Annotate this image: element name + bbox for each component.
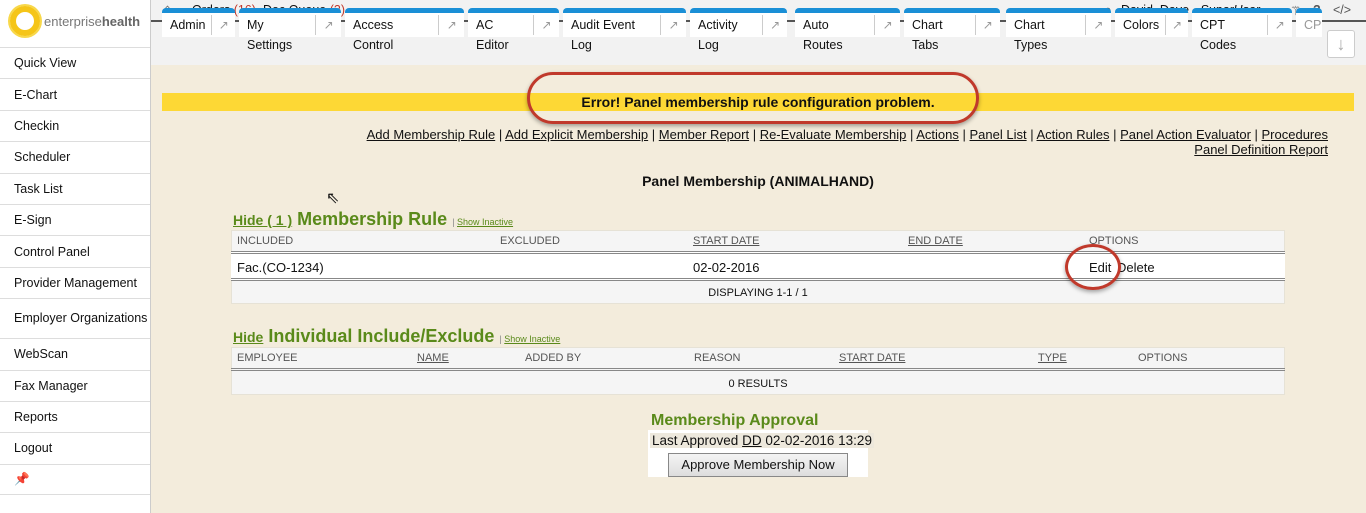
action-links: Add Membership Rule | Add Explicit Membe… xyxy=(366,127,1328,157)
col-added-by: ADDED BY xyxy=(525,352,582,364)
sidebar-item-control-panel[interactable]: Control Panel xyxy=(0,235,150,266)
action-rules-link[interactable]: Action Rules xyxy=(1036,127,1110,142)
open-icon[interactable]: ↗ xyxy=(770,18,781,32)
hide-rules-link[interactable]: Hide ( 1 ) xyxy=(233,212,293,228)
sidebar-item-employer-organizations[interactable]: Employer Organizations xyxy=(0,298,150,338)
open-icon[interactable]: ↗ xyxy=(668,18,679,32)
open-icon[interactable]: ↗ xyxy=(541,18,552,32)
actions-link[interactable]: Actions xyxy=(916,127,959,142)
col-type[interactable]: TYPE xyxy=(1038,352,1067,364)
col-employee: EMPLOYEE xyxy=(237,352,298,364)
cell-included: Fac.(CO-1234) xyxy=(237,260,324,275)
hide-individual-link[interactable]: Hide xyxy=(233,329,264,345)
open-icon[interactable]: ↗ xyxy=(982,18,993,32)
sidebar-item-reports[interactable]: Reports xyxy=(0,400,150,432)
col-options: OPTIONS xyxy=(1138,352,1188,364)
sidebar-item-quick-view[interactable]: Quick View xyxy=(0,47,150,78)
sidebar: enterprisehealth Quick View E-Chart Chec… xyxy=(0,0,151,513)
tab-admin[interactable]: Admin ↗ xyxy=(162,8,235,37)
open-icon[interactable]: ↗ xyxy=(1274,18,1285,32)
tab-cp-partial[interactable]: CP xyxy=(1296,8,1322,37)
delete-link[interactable]: Delete xyxy=(1117,260,1155,275)
logo[interactable]: enterprisehealth xyxy=(10,6,140,36)
col-excluded: EXCLUDED xyxy=(500,235,560,247)
membership-rule-header: Hide ( 1 ) Membership Rule | Show Inacti… xyxy=(233,209,514,229)
col-name[interactable]: NAME xyxy=(417,352,449,364)
sidebar-item-scheduler[interactable]: Scheduler xyxy=(0,141,150,172)
magic-wand-icon[interactable]: ⚚ xyxy=(1290,3,1301,18)
error-banner: Error! Panel membership rule configurati… xyxy=(162,93,1354,111)
brand-light: enterprise xyxy=(44,13,102,29)
member-report-link[interactable]: Member Report xyxy=(658,127,750,142)
open-icon[interactable]: ↗ xyxy=(218,18,229,32)
mouse-cursor-icon: ⇖ xyxy=(326,190,340,207)
sun-logo-icon xyxy=(10,6,40,36)
sidebar-item-provider-management[interactable]: Provider Management xyxy=(0,266,150,298)
tab-activity-log[interactable]: Activity Log ↗ xyxy=(690,8,787,52)
divider xyxy=(231,368,1285,371)
rules-footer: DISPLAYING 1-1 / 1 xyxy=(708,287,808,299)
show-inactive-link[interactable]: Show Inactive xyxy=(504,334,561,344)
col-included: INCLUDED xyxy=(237,235,294,247)
open-icon[interactable]: ↗ xyxy=(323,18,334,32)
tab-chart-tabs[interactable]: Chart Tabs ↗ xyxy=(904,8,1000,52)
tab-cpt-codes[interactable]: CPT Codes ↗ xyxy=(1192,8,1292,52)
tab-colors[interactable]: Colors ↗ xyxy=(1115,8,1188,37)
add-membership-rule-link[interactable]: Add Membership Rule xyxy=(366,127,496,142)
annotation-circle xyxy=(1065,244,1121,290)
col-start-date[interactable]: START DATE xyxy=(693,235,760,247)
sidebar-item-e-chart[interactable]: E-Chart xyxy=(0,78,150,109)
scroll-tabs-down-icon[interactable]: ↓ xyxy=(1327,30,1355,58)
page-title: Panel Membership (ANIMALHAND) xyxy=(642,173,874,189)
sidebar-item-webscan[interactable]: WebScan xyxy=(0,338,150,369)
show-inactive-link[interactable]: Show Inactive xyxy=(457,217,514,227)
approval-title: Membership Approval xyxy=(651,412,819,429)
individual-footer: 0 RESULTS xyxy=(728,378,788,390)
sidebar-item-logout[interactable]: Logout xyxy=(0,432,150,463)
section-title: Individual Include/Exclude xyxy=(268,326,495,346)
annotation-oval xyxy=(527,72,979,124)
col-reason: REASON xyxy=(694,352,741,364)
pin-icon[interactable]: 📌 xyxy=(0,463,150,496)
col-start-date[interactable]: START DATE xyxy=(839,352,906,364)
tab-access-control[interactable]: Access Control ↗ xyxy=(345,8,464,52)
panel-definition-report-link[interactable]: Panel Definition Report xyxy=(1194,142,1328,157)
sidebar-item-task-list[interactable]: Task List xyxy=(0,172,150,204)
open-icon[interactable]: ↗ xyxy=(1093,18,1104,32)
brand-bold: health xyxy=(101,13,141,29)
open-icon[interactable]: ↗ xyxy=(882,18,893,32)
col-end-date[interactable]: END DATE xyxy=(908,235,963,247)
individual-header: Hide Individual Include/Exclude | Show I… xyxy=(233,326,561,346)
approve-membership-button[interactable]: Approve Membership Now xyxy=(668,453,848,477)
re-evaluate-membership-link[interactable]: Re-Evaluate Membership xyxy=(759,127,907,142)
approver-link[interactable]: DD xyxy=(742,433,762,448)
code-icon[interactable]: </> xyxy=(1333,3,1352,17)
cell-start-date: 02-02-2016 xyxy=(693,260,760,275)
tab-auto-routes[interactable]: Auto Routes ↗ xyxy=(795,8,900,52)
tab-my-settings[interactable]: My Settings ↗ xyxy=(239,8,341,52)
panel-action-evaluator-link[interactable]: Panel Action Evaluator xyxy=(1120,127,1251,142)
last-approved: Last Approved DD 02-02-2016 13:29 xyxy=(650,433,874,448)
panel-list-link[interactable]: Panel List xyxy=(969,127,1027,142)
sidebar-item-checkin[interactable]: Checkin xyxy=(0,109,150,141)
col-options: OPTIONS xyxy=(1089,235,1139,247)
tab-audit-event-log[interactable]: Audit Event Log ↗ xyxy=(563,8,686,52)
tab-ac-editor[interactable]: AC Editor ↗ xyxy=(468,8,559,52)
section-title: Membership Rule xyxy=(297,209,448,229)
sidebar-item-fax-manager[interactable]: Fax Manager xyxy=(0,369,150,401)
open-icon[interactable]: ↗ xyxy=(446,18,457,32)
add-explicit-membership-link[interactable]: Add Explicit Membership xyxy=(505,127,649,142)
tab-chart-types[interactable]: Chart Types ↗ xyxy=(1006,8,1111,52)
sidebar-item-e-sign[interactable]: E-Sign xyxy=(0,203,150,235)
open-icon[interactable]: ↗ xyxy=(1172,18,1183,32)
individual-table xyxy=(231,347,1285,395)
procedures-link[interactable]: Procedures xyxy=(1261,127,1328,142)
